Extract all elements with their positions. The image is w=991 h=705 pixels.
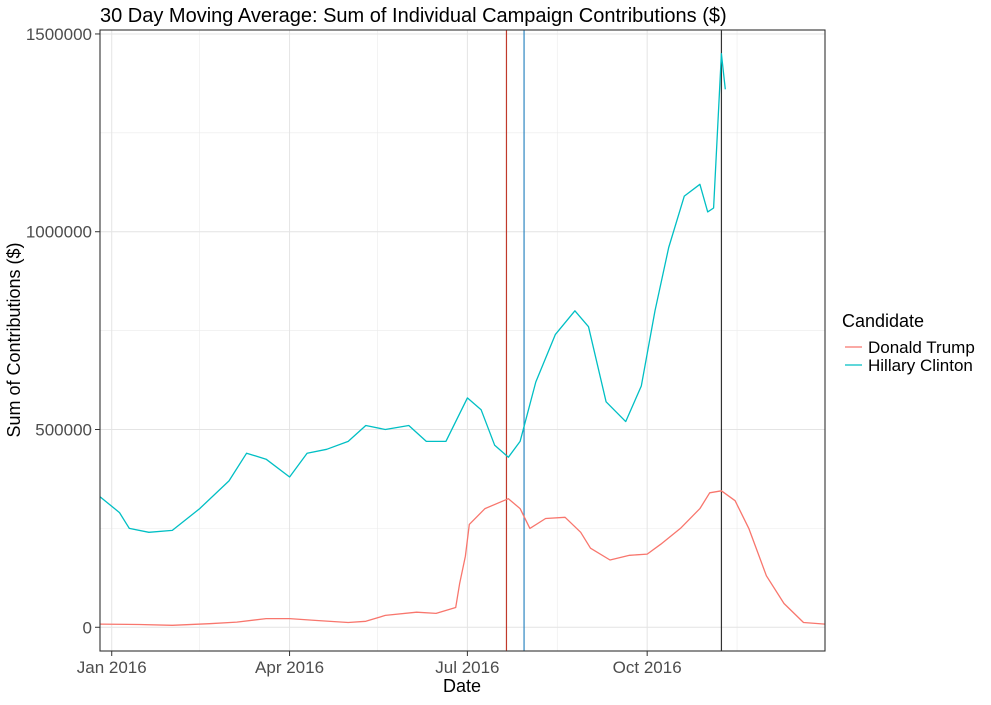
series-line-donald-trump (99, 490, 826, 626)
series-lines (99, 53, 826, 626)
legend: Candidate Donald Trump Hillary Clinton (842, 311, 975, 375)
plot-panel-border (99, 29, 826, 652)
y-axis-label: Sum of Contributions ($) (4, 242, 24, 437)
x-axis-label: Date (443, 676, 481, 696)
reference-lines (505, 30, 723, 651)
chart-title: 30 Day Moving Average: Sum of Individual… (100, 5, 727, 27)
x-tick-label: Jan 2016 (77, 658, 147, 677)
series-line-hillary-clinton (99, 53, 726, 533)
y-tick-label: 500000 (35, 420, 92, 439)
x-tick-label: Apr 2016 (255, 658, 324, 677)
legend-entry-hillary-clinton: Hillary Clinton (868, 356, 973, 375)
y-tick-label: 1000000 (26, 223, 92, 242)
legend-entry-donald-trump: Donald Trump (868, 338, 975, 357)
y-axis-ticks: 0 500000 1000000 1500000 (26, 25, 100, 637)
x-tick-label: Jul 2016 (435, 658, 499, 677)
y-tick-label: 0 (83, 618, 92, 637)
grid-lines (100, 30, 825, 651)
legend-title: Candidate (842, 311, 924, 331)
x-tick-label: Oct 2016 (613, 658, 682, 677)
x-axis-ticks: Jan 2016 Apr 2016 Jul 2016 Oct 2016 (77, 651, 682, 677)
y-tick-label: 1500000 (26, 25, 92, 44)
